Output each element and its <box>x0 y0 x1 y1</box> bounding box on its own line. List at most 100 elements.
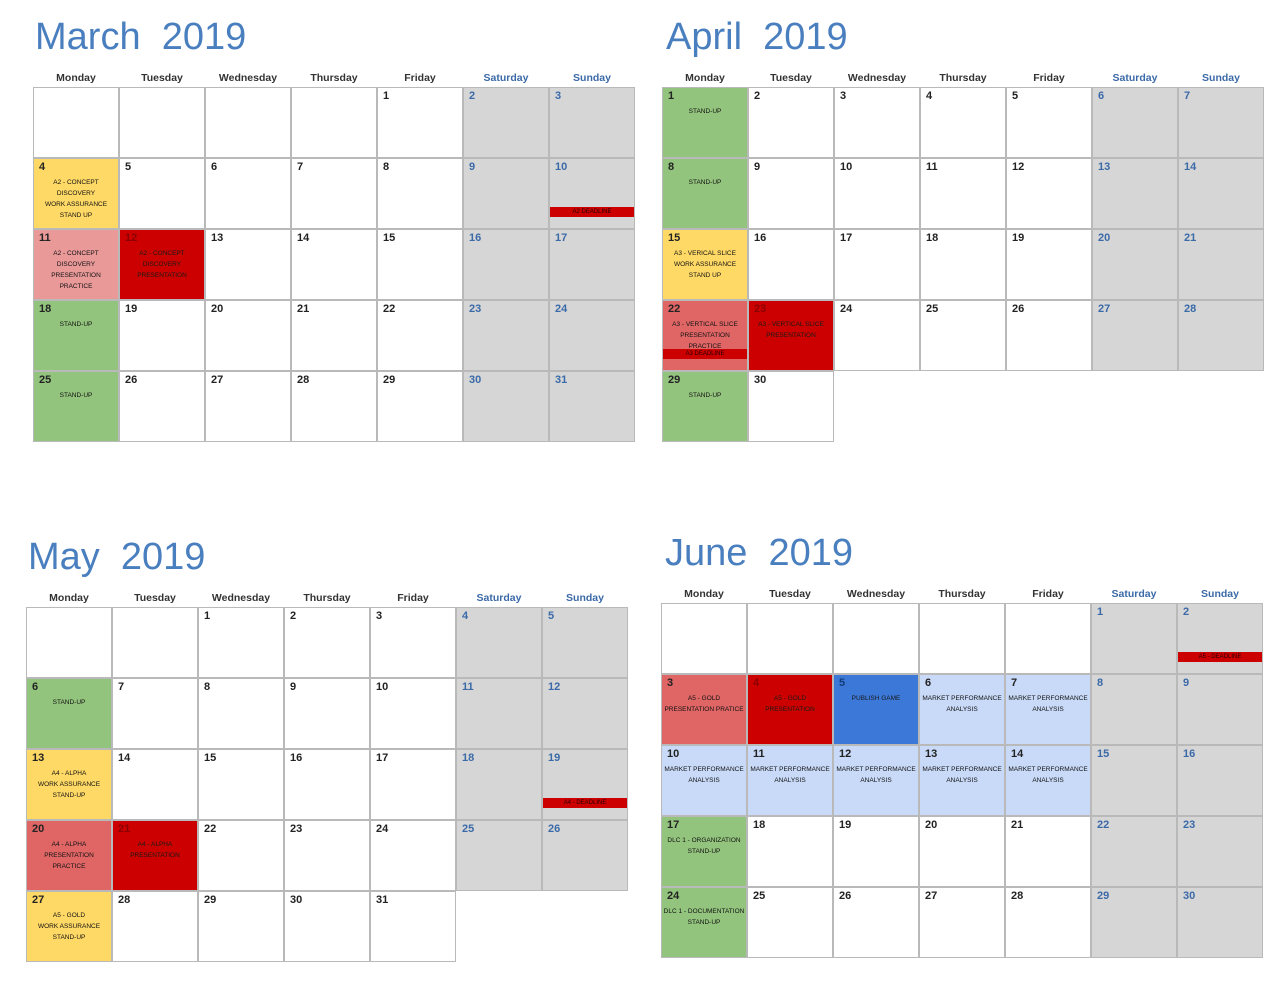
day-cell[interactable]: 14 <box>1178 158 1264 229</box>
day-cell[interactable]: 28 <box>1178 300 1264 371</box>
day-cell[interactable]: 24 <box>370 820 456 891</box>
day-cell[interactable]: 3 <box>834 87 920 158</box>
day-cell[interactable]: 30 <box>1177 887 1263 958</box>
day-cell[interactable]: 24 <box>834 300 920 371</box>
day-cell[interactable]: 31 <box>549 371 635 442</box>
day-cell[interactable]: 2 <box>284 607 370 678</box>
day-cell[interactable]: 6 MARKET PERFORMANCE ANALYSIS <box>919 674 1005 745</box>
day-cell[interactable]: 2 <box>463 87 549 158</box>
day-cell[interactable]: 20 <box>1092 229 1178 300</box>
day-cell[interactable]: 22 <box>198 820 284 891</box>
day-cell[interactable]: 12 MARKET PERFORMANCE ANALYSIS <box>833 745 919 816</box>
day-cell[interactable]: 5 <box>542 607 628 678</box>
day-cell[interactable]: 1 <box>377 87 463 158</box>
day-cell[interactable]: 15 <box>198 749 284 820</box>
day-cell[interactable]: 17 <box>370 749 456 820</box>
day-cell[interactable]: 5 <box>119 158 205 229</box>
day-cell[interactable]: 23 <box>284 820 370 891</box>
day-cell[interactable]: 27 <box>1092 300 1178 371</box>
day-cell[interactable]: 17 DLC 1 - ORGANIZATION STAND-UP <box>661 816 747 887</box>
day-cell[interactable]: 22 A3 - VERTICAL SLICE PRESENTATION PRACTI… <box>662 300 748 371</box>
day-cell[interactable]: 10 A2 DEADLINE <box>549 158 635 229</box>
day-cell[interactable]: 6 <box>205 158 291 229</box>
day-cell[interactable]: 5 PUBLISH GAME <box>833 674 919 745</box>
day-cell[interactable]: 11 <box>920 158 1006 229</box>
day-cell[interactable]: 18 <box>747 816 833 887</box>
day-cell[interactable]: 21 <box>1178 229 1264 300</box>
day-cell[interactable]: 13 <box>205 229 291 300</box>
day-cell[interactable]: 16 <box>748 229 834 300</box>
day-cell[interactable]: 16 <box>463 229 549 300</box>
day-cell[interactable]: 24 DLC 1 - DOCUMENTATION STAND-UP <box>661 887 747 958</box>
day-cell[interactable]: 21 A4 - ALPHA PRESENTATION <box>112 820 198 891</box>
day-cell[interactable]: 6 STAND-UP <box>26 678 112 749</box>
day-cell[interactable]: 14 <box>112 749 198 820</box>
day-cell[interactable]: 18 <box>456 749 542 820</box>
day-cell[interactable]: 10 <box>834 158 920 229</box>
day-cell[interactable]: 17 <box>549 229 635 300</box>
day-cell[interactable]: 19 <box>119 300 205 371</box>
day-cell[interactable]: 19 <box>1006 229 1092 300</box>
day-cell[interactable]: 28 <box>112 891 198 962</box>
day-cell[interactable]: 18 <box>920 229 1006 300</box>
day-cell[interactable]: 6 <box>1092 87 1178 158</box>
day-cell[interactable]: 26 <box>1006 300 1092 371</box>
day-cell[interactable]: 25 <box>920 300 1006 371</box>
day-cell[interactable]: 25 <box>456 820 542 891</box>
day-cell[interactable]: 19 <box>833 816 919 887</box>
day-cell[interactable]: 8 STAND-UP <box>662 158 748 229</box>
day-cell[interactable]: 4 A5 - GOLD PRESENTATION <box>747 674 833 745</box>
day-cell[interactable]: 15 <box>377 229 463 300</box>
day-cell[interactable]: 1 <box>198 607 284 678</box>
day-cell[interactable]: 28 <box>1005 887 1091 958</box>
day-cell[interactable]: 14 <box>291 229 377 300</box>
day-cell[interactable]: 25 STAND-UP <box>33 371 119 442</box>
day-cell[interactable]: 11 MARKET PERFORMANCE ANALYSIS <box>747 745 833 816</box>
day-cell[interactable]: 4 <box>456 607 542 678</box>
day-cell[interactable]: 3 <box>370 607 456 678</box>
day-cell[interactable]: 2 <box>748 87 834 158</box>
day-cell[interactable]: 16 <box>1177 745 1263 816</box>
day-cell[interactable]: 23 A3 - VERTICAL SLICE PRESENTATION <box>748 300 834 371</box>
day-cell[interactable]: 14 MARKET PERFORMANCE ANALYSIS <box>1005 745 1091 816</box>
day-cell[interactable]: 29 <box>377 371 463 442</box>
day-cell[interactable]: 9 <box>463 158 549 229</box>
day-cell[interactable]: 4 A2 - CONCEPT DISCOVERY WORK ASSURANCE STA… <box>33 158 119 229</box>
day-cell[interactable]: 19 A4 - DEADLINE <box>542 749 628 820</box>
day-cell[interactable]: 28 <box>291 371 377 442</box>
day-cell[interactable]: 16 <box>284 749 370 820</box>
day-cell[interactable]: 8 <box>1091 674 1177 745</box>
day-cell[interactable]: 29 <box>198 891 284 962</box>
day-cell[interactable]: 7 MARKET PERFORMANCE ANALYSIS <box>1005 674 1091 745</box>
day-cell[interactable]: 13 MARKET PERFORMANCE ANALYSIS <box>919 745 1005 816</box>
day-cell[interactable]: 5 <box>1006 87 1092 158</box>
day-cell[interactable]: 21 <box>1005 816 1091 887</box>
day-cell[interactable]: 10 MARKET PERFORMANCE ANALYSIS <box>661 745 747 816</box>
day-cell[interactable]: 11 <box>456 678 542 749</box>
day-cell[interactable]: 23 <box>1177 816 1263 887</box>
day-cell[interactable]: 27 A5 - GOLD WORK ASSURANCE STAND-UP <box>26 891 112 962</box>
day-cell[interactable]: 3 A5 - GOLD PRESENTATION PRATICE <box>661 674 747 745</box>
day-cell[interactable]: 13 A4 - ALPHA WORK ASSURANCE STAND-UP <box>26 749 112 820</box>
day-cell[interactable]: 15 <box>1091 745 1177 816</box>
day-cell[interactable]: 9 <box>284 678 370 749</box>
day-cell[interactable]: 22 <box>1091 816 1177 887</box>
day-cell[interactable]: 2 A5 - DEADLINE <box>1177 603 1263 674</box>
day-cell[interactable]: 7 <box>112 678 198 749</box>
day-cell[interactable]: 30 <box>463 371 549 442</box>
day-cell[interactable]: 31 <box>370 891 456 962</box>
day-cell[interactable]: 4 <box>920 87 1006 158</box>
day-cell[interactable]: 8 <box>377 158 463 229</box>
day-cell[interactable]: 24 <box>549 300 635 371</box>
day-cell[interactable]: 26 <box>833 887 919 958</box>
day-cell[interactable]: 13 <box>1092 158 1178 229</box>
day-cell[interactable]: 3 <box>549 87 635 158</box>
day-cell[interactable]: 20 A4 - ALPHA PRESENTATION PRACTICE <box>26 820 112 891</box>
day-cell[interactable]: 29 STAND-UP <box>662 371 748 442</box>
day-cell[interactable]: 30 <box>748 371 834 442</box>
day-cell[interactable]: 8 <box>198 678 284 749</box>
day-cell[interactable]: 11 A2 - CONCEPT DISCOVERY PRESENTATION PRA… <box>33 229 119 300</box>
day-cell[interactable]: 20 <box>919 816 1005 887</box>
day-cell[interactable]: 7 <box>291 158 377 229</box>
day-cell[interactable]: 26 <box>542 820 628 891</box>
